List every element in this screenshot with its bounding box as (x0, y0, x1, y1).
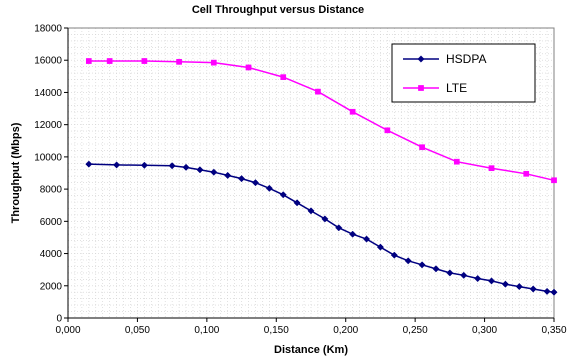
data-point-hsdpa (279, 191, 287, 199)
data-point-lte (419, 144, 425, 151)
data-point-hsdpa (140, 161, 148, 169)
data-point-lte (245, 64, 252, 71)
data-point-lte (315, 88, 321, 95)
y-tick-label: 16000 (34, 56, 62, 67)
y-tick-label: 14000 (34, 88, 62, 99)
x-axis-label: Distance (Km) (274, 344, 348, 356)
data-point-lte (210, 59, 217, 66)
data-point-hsdpa (529, 285, 537, 293)
data-point-hsdpa (168, 162, 176, 170)
y-tick-label: 12000 (34, 120, 62, 131)
data-point-hsdpa (293, 199, 301, 207)
data-point-lte (85, 58, 92, 64)
series-hsdpa (85, 160, 558, 296)
data-point-hsdpa (224, 171, 232, 179)
data-point-lte (141, 58, 148, 64)
x-tick-label: 0,050 (125, 325, 150, 336)
data-point-hsdpa (446, 269, 454, 277)
data-point-hsdpa (418, 261, 426, 269)
data-point-hsdpa (543, 287, 551, 295)
data-point-lte (488, 165, 495, 172)
x-tick-label: 0,200 (333, 325, 358, 336)
data-point-lte (453, 158, 460, 165)
y-tick-label: 18000 (34, 24, 62, 35)
legend-box (391, 43, 536, 103)
data-point-lte (280, 74, 287, 80)
data-point-hsdpa (196, 166, 204, 174)
data-point-hsdpa (113, 161, 121, 169)
data-point-hsdpa (85, 160, 93, 168)
axes (64, 27, 555, 322)
series-lines (85, 58, 558, 296)
data-point-hsdpa (390, 251, 398, 259)
data-point-hsdpa (362, 235, 371, 243)
data-point-lte (384, 127, 391, 134)
x-tick-label: 0,350 (541, 325, 566, 336)
y-tick-label: 10000 (34, 152, 62, 163)
legend-label-lte: LTE (446, 81, 467, 95)
data-point-hsdpa (460, 271, 468, 279)
x-tick-label: 0,300 (472, 325, 497, 336)
data-point-hsdpa (550, 288, 558, 296)
data-point-hsdpa (376, 243, 384, 251)
data-point-lte (349, 108, 356, 115)
data-point-hsdpa (487, 277, 496, 285)
chart-title: Cell Throughput versus Distance (192, 4, 364, 16)
data-point-hsdpa (265, 184, 273, 192)
data-point-hsdpa (251, 179, 260, 187)
legend-marker-lte (418, 85, 424, 91)
series-lte (85, 58, 557, 184)
x-tick-label: 0,150 (264, 325, 289, 336)
data-point-lte (106, 58, 113, 64)
data-point-hsdpa (404, 257, 412, 265)
data-point-lte (176, 58, 182, 65)
data-point-hsdpa (501, 280, 509, 288)
y-tick-label: 4000 (40, 249, 63, 260)
data-point-lte (523, 170, 530, 177)
data-point-hsdpa (432, 265, 440, 273)
x-tick-label: 0,250 (403, 325, 428, 336)
x-tick-label: 0,100 (194, 325, 219, 336)
data-point-hsdpa (335, 224, 343, 232)
data-point-hsdpa (182, 163, 190, 171)
data-point-lte (551, 177, 557, 184)
data-point-hsdpa (321, 215, 329, 223)
data-point-hsdpa (515, 283, 523, 291)
legend-label-hsdpa: HSDPA (446, 52, 486, 66)
y-tick-label: 0 (56, 314, 62, 325)
y-tick-labels: 0 2000 4000 6000 8000 10000 12000 14000 16000 180… (34, 24, 62, 325)
data-point-hsdpa (474, 274, 482, 283)
data-point-hsdpa (349, 230, 357, 238)
y-tick-label: 2000 (40, 281, 63, 292)
x-tick-label: 0,000 (55, 325, 80, 336)
data-point-hsdpa (238, 175, 246, 183)
data-point-hsdpa (210, 168, 218, 176)
legend: HSDPA LTE (391, 43, 536, 103)
y-tick-label: 8000 (40, 185, 63, 196)
legend-marker-hsdpa (417, 55, 425, 63)
y-axis-label: Throughput (Mbps) (10, 122, 22, 223)
data-point-hsdpa (307, 207, 315, 215)
x-tick-labels: 0,000 0,050 0,100 0,150 0,200 0,250 0,300 0,350 (55, 325, 566, 336)
y-tick-label: 6000 (40, 217, 63, 228)
